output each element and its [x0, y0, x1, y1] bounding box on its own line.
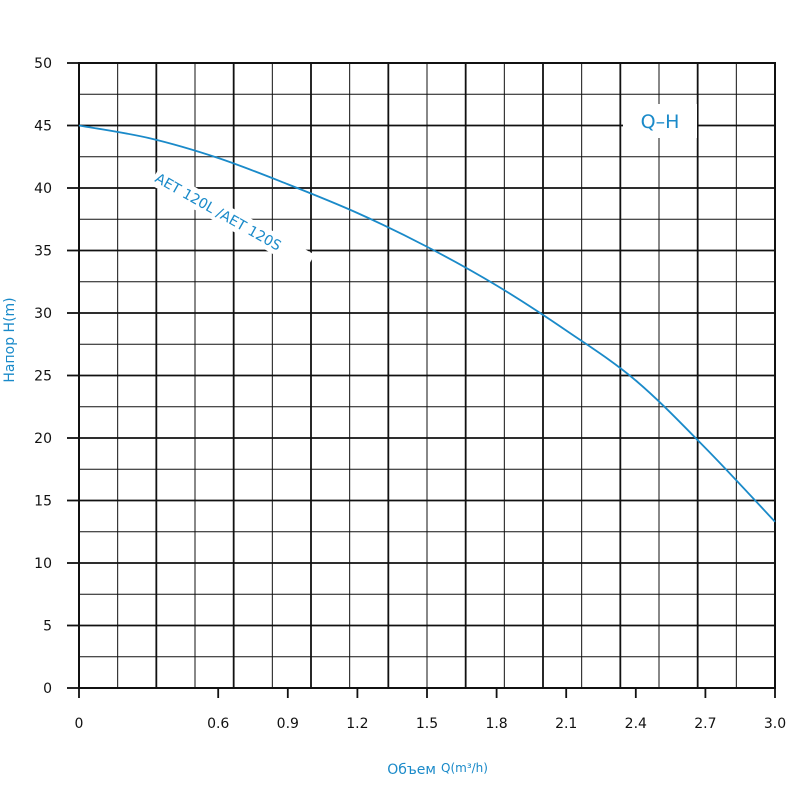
y-axis-ticks: 0 5 10 15 20 25 30 35 40 45 50: [34, 56, 79, 697]
y-tick-label: 15: [34, 494, 52, 510]
y-tick-label: 20: [34, 431, 52, 447]
x-tick-label: 2.7: [694, 716, 716, 732]
y-tick-label: 0: [43, 681, 52, 697]
x-tick-label: 0: [75, 716, 84, 732]
grid: [78, 62, 776, 689]
x-tick-label: 1.2: [346, 716, 368, 732]
x-tick-label: 2.1: [555, 716, 577, 732]
x-axis-label: Объем Q(m³/h): [387, 761, 488, 778]
qh-badge-box: [623, 104, 697, 138]
x-tick-label: 2.4: [625, 716, 647, 732]
series-label: AET 120L /AET 120S: [152, 171, 284, 255]
qh-badge-text: Q–H: [641, 111, 680, 133]
y-tick-label: 35: [34, 244, 52, 260]
x-axis-ticks: 0 0.6 0.9 1.2 1.5 1.8 2.1 2.4 2.7 3.0: [75, 688, 786, 732]
y-axis-label: Напор H(m): [2, 297, 18, 382]
x-tick-label: 0.6: [207, 716, 229, 732]
qh-badge: Q–H: [623, 104, 697, 138]
y-tick-label: 25: [34, 369, 52, 385]
x-axis-label-main: Объем: [387, 762, 436, 778]
series-line-qh: [78, 124, 776, 523]
x-axis-label-unit: Q(m³/h): [441, 761, 488, 775]
y-tick-label: 10: [34, 556, 52, 572]
x-tick-label: 3.0: [764, 716, 786, 732]
x-tick-label: 1.8: [485, 716, 507, 732]
y-tick-label: 30: [34, 306, 52, 322]
x-tick-label: 0.9: [277, 716, 299, 732]
y-tick-label: 50: [34, 56, 52, 72]
x-tick-label: 1.5: [416, 716, 438, 732]
y-tick-label: 40: [34, 181, 52, 197]
y-tick-label: 45: [34, 119, 52, 135]
y-tick-label: 5: [43, 619, 52, 635]
series-label-background: [149, 166, 315, 273]
